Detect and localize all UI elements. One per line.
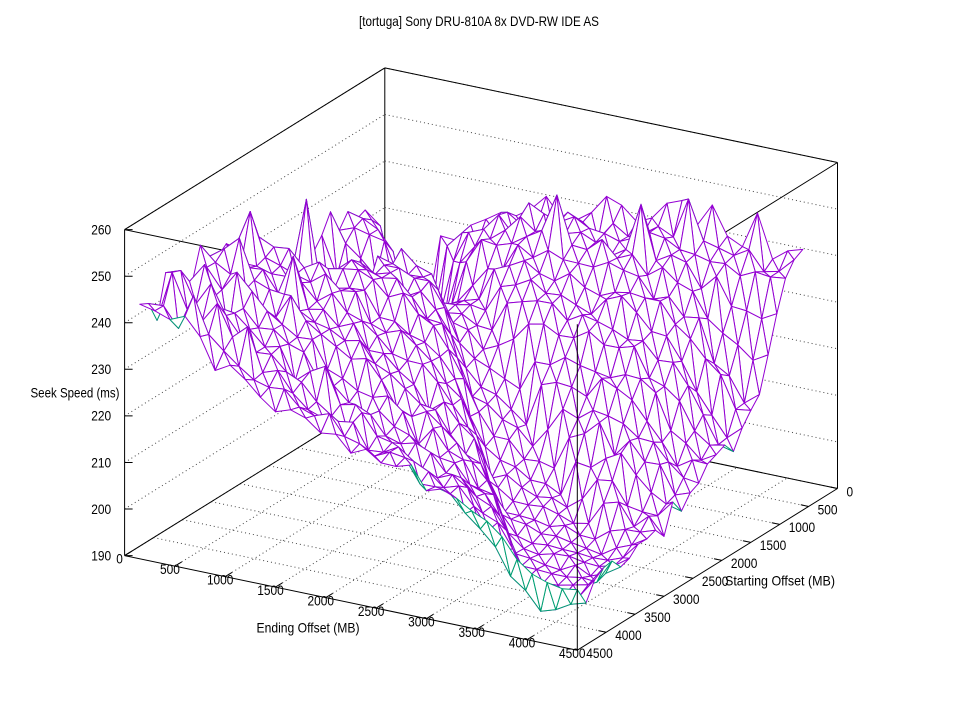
svg-text:1000: 1000	[207, 571, 234, 587]
svg-text:1500: 1500	[760, 537, 787, 553]
svg-text:2500: 2500	[702, 573, 729, 589]
svg-text:210: 210	[91, 454, 111, 470]
svg-text:230: 230	[91, 361, 111, 377]
svg-text:3500: 3500	[644, 609, 671, 625]
svg-text:3000: 3000	[673, 591, 700, 607]
svg-text:250: 250	[91, 268, 111, 284]
svg-text:1000: 1000	[789, 519, 816, 535]
svg-text:2500: 2500	[358, 603, 385, 619]
svg-text:Starting Offset (MB): Starting Offset (MB)	[725, 573, 835, 589]
svg-text:2000: 2000	[308, 592, 335, 608]
svg-text:3500: 3500	[458, 624, 485, 640]
svg-text:260: 260	[91, 221, 111, 237]
svg-text:Ending Offset (MB): Ending Offset (MB)	[257, 619, 360, 635]
svg-text:500: 500	[160, 561, 180, 577]
svg-text:4500: 4500	[559, 645, 586, 661]
svg-text:Seek Speed (ms): Seek Speed (ms)	[31, 385, 120, 401]
svg-text:200: 200	[91, 501, 111, 517]
svg-text:0: 0	[847, 483, 854, 499]
svg-text:[tortuga] Sony DRU-810A 8x DVD: [tortuga] Sony DRU-810A 8x DVD-RW IDE AS	[359, 13, 599, 29]
svg-text:220: 220	[91, 408, 111, 424]
svg-text:0: 0	[116, 550, 123, 566]
svg-text:4500: 4500	[586, 645, 613, 661]
svg-text:3000: 3000	[408, 614, 435, 630]
svg-text:190: 190	[91, 547, 111, 563]
svg-text:2000: 2000	[731, 555, 758, 571]
svg-text:1500: 1500	[257, 582, 284, 598]
svg-text:500: 500	[818, 501, 838, 517]
svg-text:240: 240	[91, 315, 111, 331]
svg-text:4000: 4000	[509, 635, 536, 651]
svg-text:4000: 4000	[615, 627, 642, 643]
